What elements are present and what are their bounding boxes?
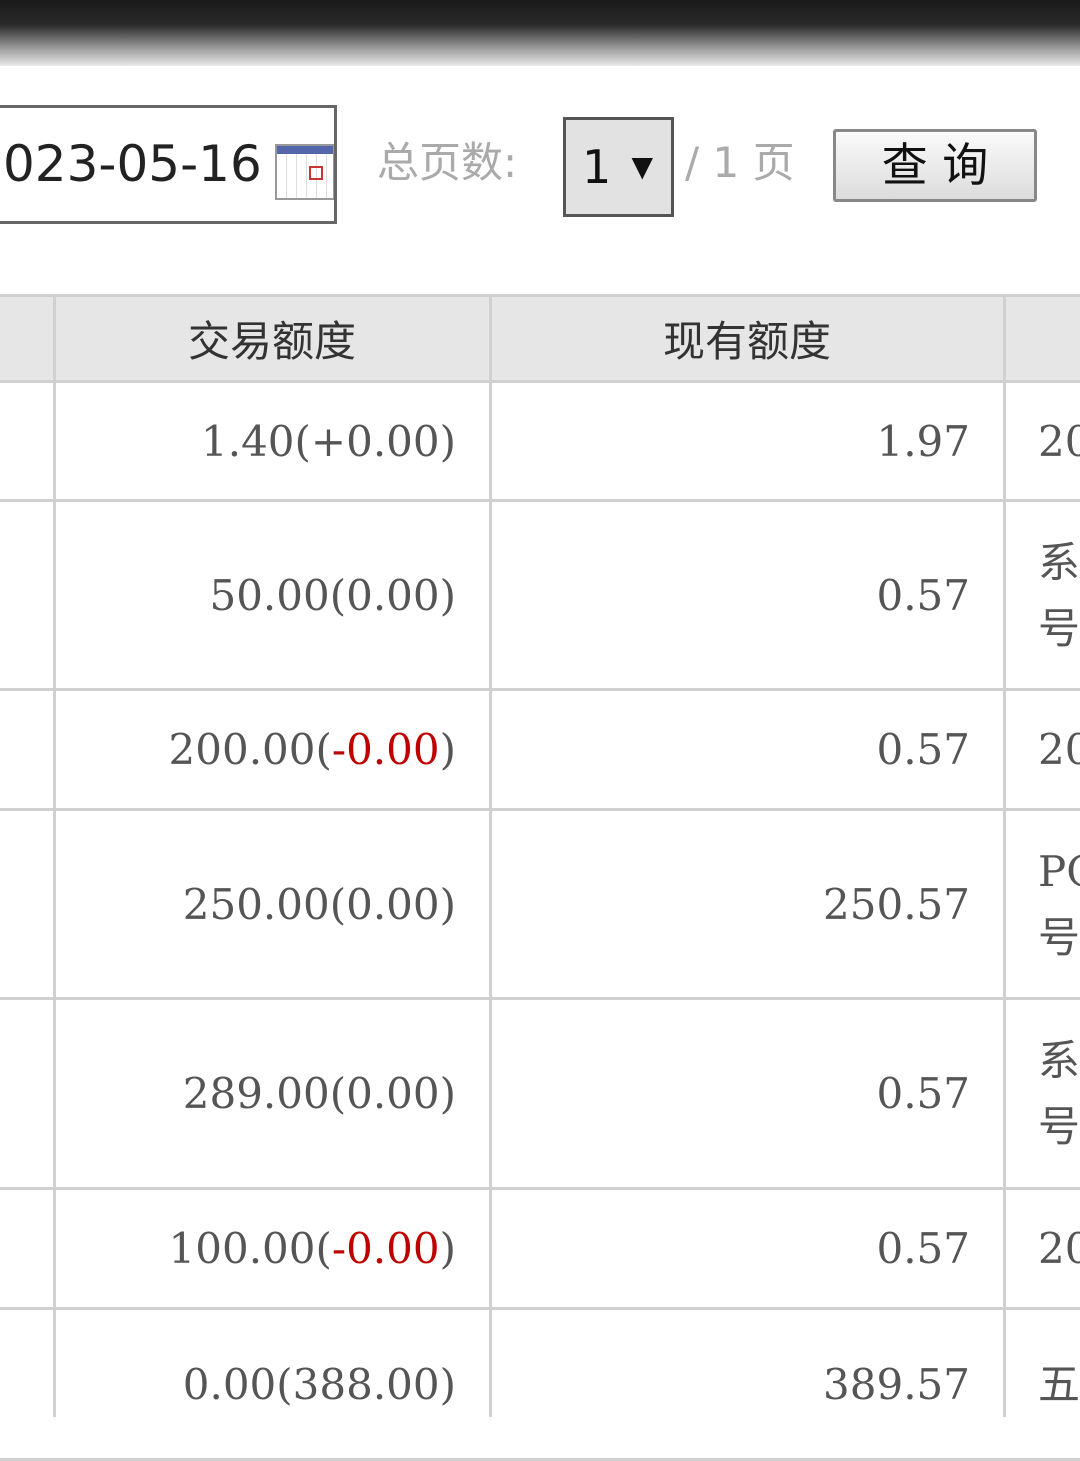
- trade-amount: 200.00(: [168, 725, 332, 774]
- trade-amount-end: ): [439, 1224, 456, 1273]
- row-line: [0, 688, 1080, 691]
- header-cell: 现有额度: [662, 317, 831, 366]
- column-line: [489, 296, 492, 1417]
- page-select[interactable]: 1: [563, 117, 674, 217]
- column-line: [1003, 296, 1006, 1417]
- balance-cell: 0.57: [876, 1069, 970, 1118]
- trade-cell: 250.00(0.00): [54, 810, 456, 999]
- row-line: [0, 380, 1080, 383]
- extra-cell: 号: [1038, 1102, 1080, 1151]
- trade-change: -0.00: [331, 725, 440, 774]
- date-text: 023-05-16: [3, 135, 262, 193]
- extra-cell: PC: [1038, 846, 1080, 896]
- query-button[interactable]: 查 询: [833, 129, 1037, 202]
- row-line: [0, 499, 1080, 502]
- trade-cell: 200.00(-0.00): [54, 690, 456, 810]
- trade-change: -0.00: [331, 1224, 440, 1273]
- balance-cell: 389.57: [823, 1360, 970, 1409]
- extra-cell: 20: [1038, 725, 1080, 774]
- column-line: [53, 296, 56, 1417]
- trade-cell: 0.00(388.00): [54, 1309, 456, 1460]
- extra-cell: 系: [1038, 537, 1080, 587]
- trade-amount: 250.00(0.00): [182, 880, 456, 929]
- extra-cell: 系: [1038, 1036, 1080, 1085]
- row-line: [0, 1187, 1080, 1190]
- extra-cell: 五: [1038, 1359, 1080, 1409]
- page: query {"toolbar": {"date": "023-05-16", …: [0, 0, 1080, 1417]
- trade-amount: 50.00(0.00): [209, 571, 456, 620]
- header-row: [0, 296, 1080, 382]
- row-line: [0, 997, 1080, 1000]
- balance-cell: 0.57: [876, 725, 970, 774]
- trade-amount: 289.00(0.00): [182, 1069, 456, 1118]
- trade-cell: 289.00(0.00): [54, 999, 456, 1189]
- balance-cell: 1.97: [876, 417, 970, 466]
- extra-cell: 20: [1038, 416, 1080, 466]
- extra-cell: 号: [1038, 912, 1080, 962]
- trade-amount-end: ): [439, 725, 456, 774]
- date-input[interactable]: 023-05-16: [0, 105, 337, 224]
- row-line: [0, 294, 1080, 297]
- trade-amount: 0.00(388.00): [182, 1360, 456, 1409]
- trade-cell: 1.40(+0.00): [54, 382, 456, 501]
- calendar-icon[interactable]: [275, 144, 334, 200]
- trade-amount: 100.00(: [168, 1224, 332, 1273]
- trade-cell: 100.00(-0.00): [54, 1189, 456, 1309]
- status-bar: [0, 0, 1080, 70]
- balance-cell: 0.57: [876, 1224, 970, 1273]
- row-line: [0, 808, 1080, 811]
- trade-amount: 1.40(+0.00): [201, 417, 456, 466]
- row-line: [0, 1307, 1080, 1310]
- balance-cell: 250.57: [823, 880, 970, 929]
- total-pages-label: 总页数:: [377, 138, 518, 187]
- extra-cell: 20: [1038, 1224, 1080, 1273]
- extra-cell: 号: [1038, 603, 1080, 653]
- screen: 023-05-16 总页数: 1 / 1 页 查 询 交易额度 现有额度 1.40(…: [0, 0, 1080, 1417]
- page-total: / 1 页: [685, 138, 795, 187]
- header-cell: 交易额度: [187, 317, 356, 366]
- trade-cell: 50.00(0.00): [54, 501, 456, 690]
- balance-cell: 0.57: [876, 571, 970, 620]
